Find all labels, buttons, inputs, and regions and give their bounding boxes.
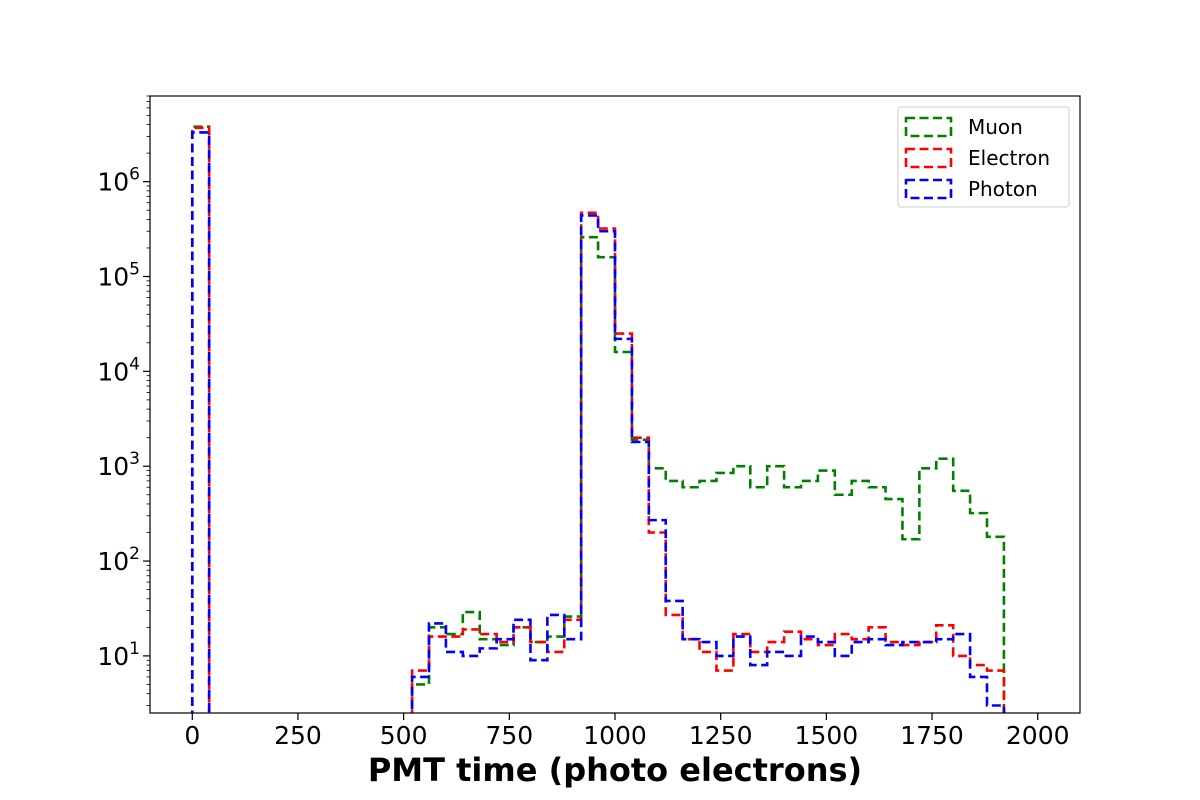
x-tick-label: 500 — [380, 721, 428, 750]
y-tick-label: 105 — [97, 260, 140, 292]
series-line-photon — [190, 131, 1006, 713]
y-tick-label: 101 — [97, 639, 140, 671]
x-tick-label: 0 — [184, 721, 200, 750]
x-axis-label: PMT time (photo electrons) — [368, 751, 862, 789]
series-layer — [190, 125, 1006, 713]
x-tick-label: 750 — [485, 721, 533, 750]
legend-item-muon: Muon — [904, 115, 1023, 139]
legend-label: Electron — [968, 146, 1050, 170]
legend-swatch — [904, 147, 953, 169]
y-axis: 101 102 103 104 105 106 — [97, 95, 150, 706]
x-tick-label: 1500 — [795, 721, 859, 750]
legend-label: Photon — [968, 177, 1038, 201]
x-tick-label: 1250 — [689, 721, 753, 750]
legend-label: Muon — [968, 115, 1023, 139]
legend-box — [897, 106, 1070, 208]
legend: Muon Electron Photon — [897, 106, 1070, 208]
x-tick-label: 2000 — [1006, 721, 1070, 750]
x-tick-label: 250 — [274, 721, 322, 750]
x-tick-label: 1000 — [583, 721, 647, 750]
x-tick-label: 1750 — [900, 721, 964, 750]
y-tick-label: 106 — [97, 165, 140, 197]
y-tick-label: 102 — [97, 544, 140, 576]
legend-swatch — [904, 116, 953, 138]
y-tick-label: 104 — [97, 354, 140, 386]
legend-swatch — [904, 178, 953, 200]
legend-item-electron: Electron — [904, 146, 1050, 170]
legend-item-photon: Photon — [904, 177, 1038, 201]
y-tick-label: 103 — [97, 449, 140, 481]
x-axis: 0 250 500 750 1000 1250 1500 1750 2000 — [184, 713, 1070, 750]
